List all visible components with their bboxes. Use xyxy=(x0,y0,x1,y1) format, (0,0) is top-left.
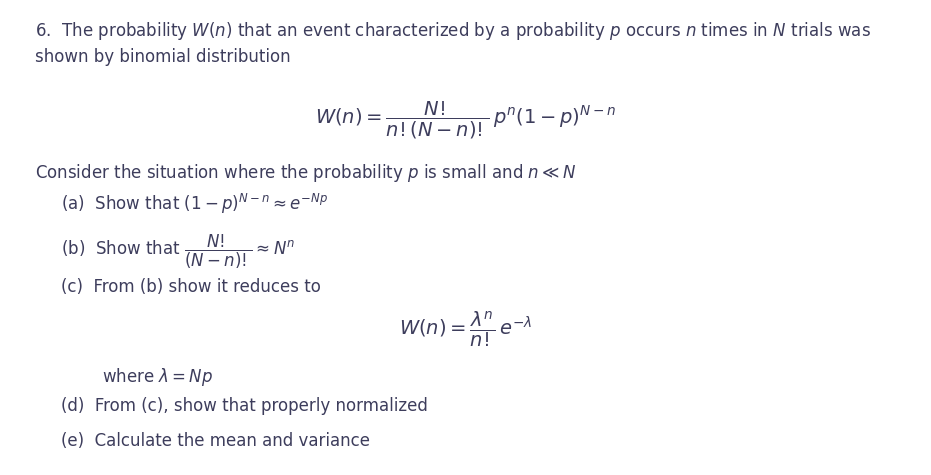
Text: (d)  From (c), show that properly normalized: (d) From (c), show that properly normali… xyxy=(61,397,427,415)
Text: shown by binomial distribution: shown by binomial distribution xyxy=(35,48,291,66)
Text: (e)  Calculate the mean and variance: (e) Calculate the mean and variance xyxy=(61,432,370,450)
Text: (c)  From (b) show it reduces to: (c) From (b) show it reduces to xyxy=(61,278,320,296)
Text: (a)  Show that $(1-p)^{N-n} \approx e^{-Np}$: (a) Show that $(1-p)^{N-n} \approx e^{-N… xyxy=(61,192,328,217)
Text: $W(n) = \dfrac{\lambda^n}{n!}\,e^{-\lambda}$: $W(n) = \dfrac{\lambda^n}{n!}\,e^{-\lamb… xyxy=(398,310,533,350)
Text: Consider the situation where the probability $p$ is small and $n \ll N$: Consider the situation where the probabi… xyxy=(35,162,576,183)
Text: (b)  Show that $\dfrac{N!}{(N-n)!} \approx N^n$: (b) Show that $\dfrac{N!}{(N-n)!} \appro… xyxy=(61,233,295,271)
Text: $W(n) = \dfrac{N!}{n!(N-n)!}\,p^{n}(1-p)^{N-n}$: $W(n) = \dfrac{N!}{n!(N-n)!}\,p^{n}(1-p)… xyxy=(315,100,616,141)
Text: where $\lambda = Np$: where $\lambda = Np$ xyxy=(102,366,213,388)
Text: 6.  The probability $W(n)$ that an event characterized by a probability $p$ occu: 6. The probability $W(n)$ that an event … xyxy=(35,20,871,42)
